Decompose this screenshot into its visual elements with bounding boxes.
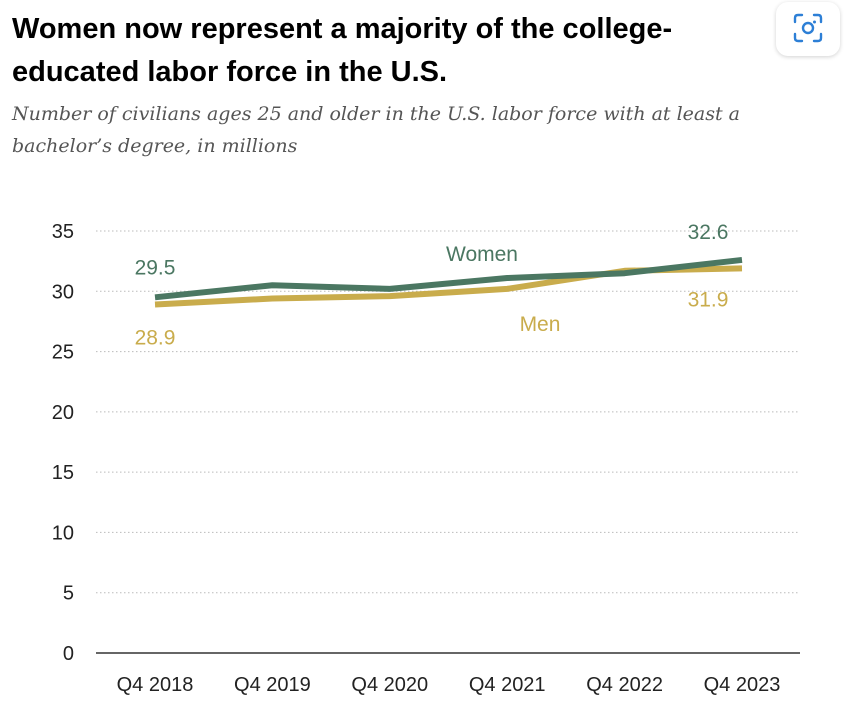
y-tick-label: 15: [52, 462, 74, 484]
data-label-women-first: 29.5: [135, 256, 176, 279]
x-tick-label: Q4 2023: [704, 674, 781, 696]
x-tick-label: Q4 2019: [234, 674, 311, 696]
x-tick-label: Q4 2020: [351, 674, 428, 696]
series-label-men: Men: [520, 313, 561, 336]
y-tick-label: 35: [52, 221, 74, 243]
data-label-men-last: 31.9: [688, 288, 729, 311]
visual-lookup-button[interactable]: [776, 2, 840, 56]
y-tick-label: 5: [63, 583, 74, 605]
chart-title: Women now represent a majority of the co…: [12, 13, 673, 88]
data-label-men-first: 28.9: [135, 327, 176, 350]
x-tick-label: Q4 2018: [117, 674, 194, 696]
series-line-women: [154, 256, 743, 301]
y-tick-label: 10: [52, 522, 74, 544]
y-tick-label: 20: [52, 402, 74, 424]
x-tick-label: Q4 2022: [586, 674, 663, 696]
x-tick-label: Q4 2021: [469, 674, 546, 696]
visual-lookup-icon: [793, 13, 823, 43]
data-label-women-last: 32.6: [688, 221, 729, 244]
series-label-women: Women: [446, 243, 518, 266]
chart-subtitle: Number of civilians ages 25 and older in…: [12, 103, 741, 157]
y-tick-label: 0: [63, 643, 74, 665]
y-tick-label: 30: [52, 281, 74, 303]
y-tick-label: 25: [52, 342, 74, 364]
